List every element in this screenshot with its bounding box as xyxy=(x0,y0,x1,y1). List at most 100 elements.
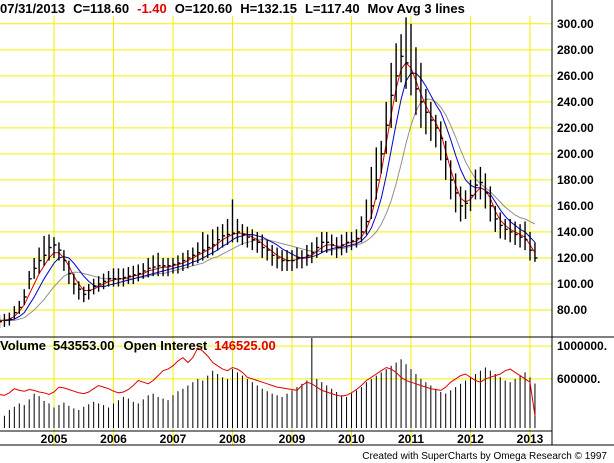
price-bar xyxy=(88,283,92,300)
open-interest-label: Open Interest xyxy=(123,338,207,353)
price-bar xyxy=(524,221,528,251)
price-bar xyxy=(23,289,27,305)
price-bar xyxy=(192,247,196,266)
price-bar xyxy=(107,270,112,287)
price-bar xyxy=(127,267,131,284)
year-tick-label: 2009 xyxy=(279,432,306,446)
price-tick-label: 220.00 xyxy=(557,121,594,135)
price-tick-label: 180.00 xyxy=(557,173,594,187)
price-bar xyxy=(400,34,404,83)
open-interest-polyline xyxy=(0,347,536,417)
price-bar xyxy=(92,278,97,295)
axes: 80.00 100.00 120.00 140.00 160.00 180.00 200.0… xyxy=(0,0,614,446)
price-bar xyxy=(335,237,340,258)
volume-label: Volume xyxy=(0,338,46,353)
price-bar xyxy=(375,147,379,200)
price-bar xyxy=(350,231,354,251)
price-bar xyxy=(236,218,240,243)
price-tick-label: 80.00 xyxy=(557,303,587,317)
price-bar xyxy=(147,257,151,278)
price-bar xyxy=(326,231,330,253)
volume-header: Volume 543553.00 Open Interest 146525.00 xyxy=(0,338,276,353)
price-bars xyxy=(0,17,538,329)
price-bar xyxy=(18,300,22,314)
price-bar xyxy=(8,312,12,326)
header-study: Mov Avg 3 lines xyxy=(368,1,465,16)
price-bar xyxy=(380,140,384,174)
price-bar xyxy=(271,244,275,266)
price-bar xyxy=(241,224,245,245)
price-bar xyxy=(281,250,285,271)
price-bar xyxy=(3,313,7,327)
price-tick-label: 300.00 xyxy=(557,17,594,31)
year-tick-label: 2012 xyxy=(457,432,484,446)
price-bar xyxy=(435,114,439,148)
price-bar xyxy=(197,242,201,264)
price-bar xyxy=(58,242,62,261)
price-tick-label: 100.00 xyxy=(557,277,594,291)
price-bar xyxy=(211,229,216,256)
year-tick-label: 2007 xyxy=(160,432,187,446)
price-bar xyxy=(167,257,171,277)
price-bar xyxy=(469,179,473,212)
price-bar xyxy=(172,257,176,274)
price-bar xyxy=(53,237,57,258)
price-bar xyxy=(514,221,518,245)
price-bar xyxy=(321,231,325,253)
price-bar xyxy=(48,234,52,261)
slow-moving-average-line xyxy=(0,98,536,321)
price-bar xyxy=(365,199,369,235)
price-bar xyxy=(226,218,231,245)
header-change: -1.40 xyxy=(137,1,167,16)
price-bar xyxy=(405,17,409,89)
price-bar xyxy=(117,268,121,287)
header-line: 07/31/2013 C=118.60 -1.40 O=120.60 H=132.15 L… xyxy=(0,1,465,16)
price-bar xyxy=(28,270,32,290)
price-bar xyxy=(420,62,424,128)
year-tick-label: 2008 xyxy=(219,432,246,446)
price-tick-label: 280.00 xyxy=(557,43,594,57)
price-bar xyxy=(68,260,72,284)
year-tick-label: 2010 xyxy=(338,432,365,446)
price-bar xyxy=(246,226,250,248)
price-tick-label: 260.00 xyxy=(557,69,594,83)
price-bar xyxy=(370,166,374,219)
price-bar xyxy=(330,234,335,256)
price-bar xyxy=(33,257,37,279)
price-bar xyxy=(122,268,126,287)
price-bar xyxy=(256,231,260,253)
header-low: L=117.40 xyxy=(305,1,360,16)
price-bar xyxy=(182,252,186,271)
price-bar xyxy=(395,43,399,102)
price-bar xyxy=(479,166,483,200)
grid-lines xyxy=(0,16,552,445)
price-bar xyxy=(459,186,464,222)
price-bar xyxy=(261,234,265,258)
open-interest-line xyxy=(0,347,536,417)
price-bar xyxy=(316,237,320,258)
price-bar xyxy=(430,101,434,141)
price-tick-label: 160.00 xyxy=(557,199,594,213)
price-bar xyxy=(311,242,315,264)
price-bar xyxy=(142,263,146,279)
price-bar xyxy=(177,255,181,274)
price-bar xyxy=(464,190,469,219)
volume-tick-label: 600000. xyxy=(557,372,600,386)
year-tick-label: 2005 xyxy=(41,432,68,446)
price-bar xyxy=(207,234,211,258)
price-bar xyxy=(276,247,280,269)
price-bar xyxy=(231,199,235,243)
price-bar xyxy=(509,218,513,243)
year-tick-label: 2006 xyxy=(100,432,127,446)
price-bar xyxy=(519,224,523,248)
price-bar xyxy=(157,252,161,277)
price-bar xyxy=(43,235,47,266)
price-bar xyxy=(494,205,498,232)
moving-average-lines xyxy=(0,62,536,321)
price-bar xyxy=(221,224,226,248)
price-bar xyxy=(440,121,444,161)
price-tick-label: 240.00 xyxy=(557,95,594,109)
price-bar xyxy=(291,250,295,271)
price-bar xyxy=(390,62,394,128)
price-bar xyxy=(266,239,270,261)
